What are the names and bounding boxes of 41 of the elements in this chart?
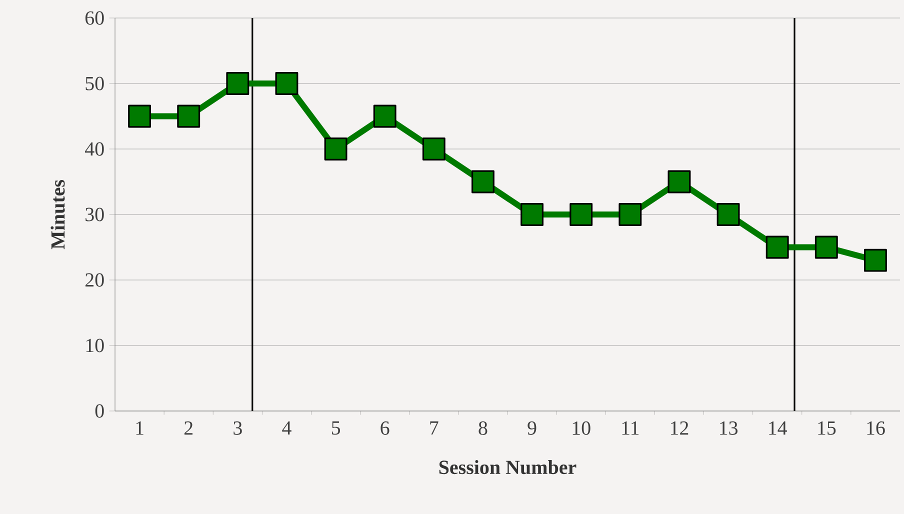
- y-tick-label: 50: [86, 76, 104, 90]
- x-tick-label: 13: [720, 421, 738, 435]
- x-tick-label: 10: [572, 421, 590, 435]
- point: [520, 203, 544, 226]
- x-tick-label: 4: [282, 421, 292, 435]
- y-tick-label: 10: [86, 338, 104, 352]
- point: [570, 203, 593, 226]
- x-tick-label: 11: [622, 421, 639, 435]
- x-tick-label: 5: [332, 421, 340, 435]
- point: [716, 203, 740, 226]
- x-axis-title: Session Number: [439, 460, 576, 474]
- y-tick-label: 30: [86, 208, 104, 222]
- point: [814, 236, 838, 259]
- x-tick-label: 15: [818, 421, 836, 435]
- point: [766, 236, 789, 259]
- x-tick-label: 16: [867, 421, 885, 435]
- y-tick-label: 60: [85, 11, 104, 25]
- point: [226, 72, 250, 95]
- point: [373, 104, 396, 128]
- x-tick-label: 3: [234, 421, 242, 435]
- x-tick-label: 8: [478, 421, 488, 435]
- x-tick-label: 14: [769, 421, 788, 435]
- point: [128, 104, 152, 128]
- point: [275, 72, 298, 95]
- point: [324, 138, 348, 160]
- x-tick-label: 12: [670, 421, 688, 435]
- point: [422, 138, 446, 160]
- point: [618, 203, 642, 226]
- point: [668, 170, 691, 194]
- x-tick-label: 9: [528, 421, 536, 435]
- x-tick-label: 2: [184, 421, 192, 435]
- y-tick-label: 20: [85, 273, 104, 287]
- y-tick-label: 40: [85, 142, 104, 156]
- y-tick-label: 0: [95, 404, 104, 418]
- point: [864, 248, 887, 272]
- x-tick-label: 1: [136, 421, 144, 435]
- point: [472, 170, 494, 194]
- point: [177, 104, 200, 128]
- x-tick-label: 7: [430, 421, 438, 434]
- y-axis-title: Minutes: [50, 180, 65, 250]
- x-tick-label: 6: [380, 421, 390, 435]
